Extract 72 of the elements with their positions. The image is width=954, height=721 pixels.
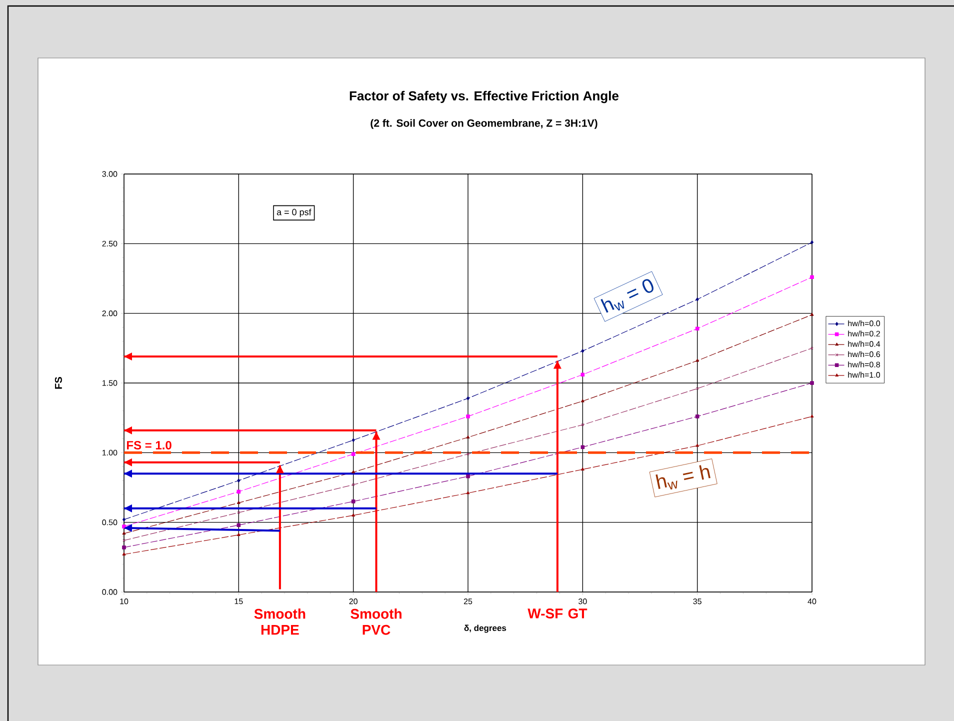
y-axis-title: FS <box>54 376 62 389</box>
point <box>352 438 355 442</box>
y-tick-label: 1.00 <box>102 450 118 456</box>
point <box>122 546 126 550</box>
point <box>695 414 700 418</box>
annotation: h$_{w}$ = h <box>656 465 710 490</box>
y-tick-label: 0.00 <box>102 589 118 595</box>
point <box>466 452 470 456</box>
x-tick-label: 15 <box>234 598 243 604</box>
point <box>466 491 470 494</box>
point <box>236 490 241 494</box>
annotation: h$_{w}$ = 0 <box>600 279 654 313</box>
point <box>351 452 356 456</box>
annotation: Smooth PVC <box>350 608 402 635</box>
legend-label: hw/h=0.0 <box>848 320 880 326</box>
x-tick-label: 20 <box>349 598 358 604</box>
point <box>466 474 470 478</box>
annotation: Smooth HDPE <box>254 608 306 635</box>
legend-label: hw/h=0.4 <box>848 340 880 347</box>
point <box>695 326 700 331</box>
annotation: W-SF GT <box>528 608 588 618</box>
x-axis-title: δ, degrees <box>464 624 506 633</box>
point <box>236 532 240 536</box>
point <box>696 444 700 447</box>
point <box>466 414 470 418</box>
point <box>237 511 240 514</box>
point <box>810 414 814 418</box>
point <box>580 445 585 449</box>
y-tick-label: 3.00 <box>102 171 118 177</box>
point <box>810 346 814 350</box>
point <box>122 552 126 556</box>
point <box>236 500 240 504</box>
point <box>351 500 356 504</box>
ref-line-label: FS = 1.0 <box>127 440 172 450</box>
y-tick-label: 2.50 <box>102 240 118 246</box>
point <box>466 435 470 438</box>
point <box>352 470 356 474</box>
point <box>580 372 585 377</box>
point <box>466 396 470 400</box>
chart-title: Factor of Safety vs. Effective Friction Angle <box>350 90 619 104</box>
point <box>122 532 126 535</box>
point <box>352 513 356 516</box>
annotation: a = 0 psf <box>276 208 312 218</box>
point <box>237 478 240 482</box>
legend-label: hw/h=1.0 <box>848 372 880 378</box>
legend-label: hw/h=0.6 <box>848 351 880 358</box>
point <box>122 518 126 522</box>
y-tick-label: 2.00 <box>102 310 118 316</box>
point <box>236 523 241 528</box>
point <box>696 358 700 362</box>
point <box>580 467 584 470</box>
chart-subtitle: (2 ft. Soil Cover on Geomembrane, Z = 3H:1V) <box>370 119 598 129</box>
x-tick-label: 30 <box>578 598 587 604</box>
point <box>696 387 699 390</box>
legend-label: hw/h=0.8 <box>848 362 880 368</box>
point <box>581 349 584 353</box>
point <box>810 275 814 280</box>
point <box>122 524 126 528</box>
legend-label: hw/h=0.2 <box>848 330 880 336</box>
point <box>580 399 584 402</box>
point <box>122 539 126 542</box>
x-tick-label: 35 <box>693 598 702 604</box>
point <box>810 312 814 316</box>
point <box>352 483 355 486</box>
y-tick-label: 0.50 <box>102 520 118 526</box>
point <box>810 381 814 385</box>
x-tick-label: 40 <box>808 598 816 604</box>
point <box>696 298 699 302</box>
x-tick-label: 10 <box>120 598 128 604</box>
y-tick-label: 1.50 <box>102 380 118 386</box>
x-tick-label: 25 <box>464 598 472 604</box>
point <box>810 240 814 244</box>
